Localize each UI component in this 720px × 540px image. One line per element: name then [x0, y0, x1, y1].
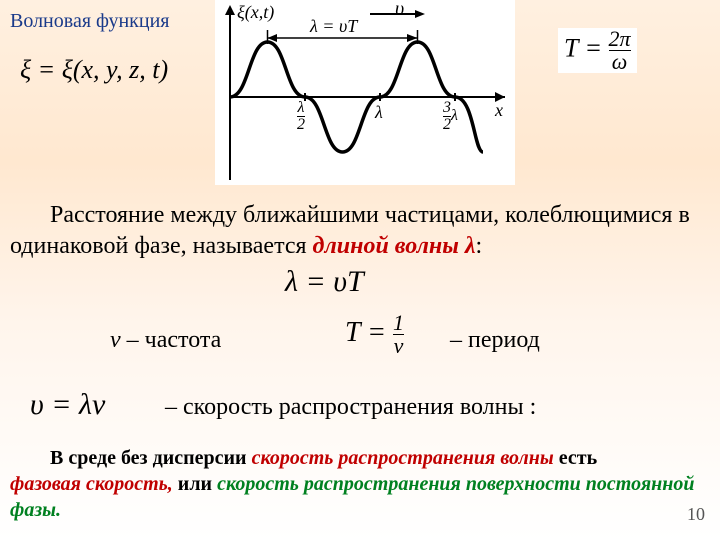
- period-inline-formula: T = 1 ν: [345, 312, 404, 357]
- tick-3lambda-half: 32λ: [443, 100, 458, 133]
- tick-lambda-half: λ2: [297, 100, 305, 133]
- y-axis-arrow: [225, 5, 235, 15]
- wave-function-formula: ξ = ξ(x, y, z, t): [20, 55, 168, 85]
- page-number: 10: [687, 504, 705, 525]
- lambda-formula: λ = υT: [285, 265, 364, 299]
- final-1c: есть: [554, 447, 597, 469]
- tick-lambda: λ: [375, 102, 383, 123]
- final-paragraph: В среде без дисперсии скорость распростр…: [10, 445, 715, 523]
- lambda-span-label: λ = υT: [310, 16, 357, 37]
- period-inline-den: ν: [393, 334, 404, 357]
- final-2b: или: [178, 473, 217, 495]
- period-formula-right: T = 2π ω: [558, 28, 637, 73]
- nu-symbol: ν: [110, 327, 121, 353]
- velocity-formula: υ = λν: [30, 388, 105, 422]
- period-lhs: T =: [564, 33, 602, 62]
- y-axis-label: ξ(x,t): [237, 2, 274, 23]
- period-inline-num: 1: [393, 312, 404, 334]
- velocity-desc: – скорость распространения волны :: [165, 392, 536, 423]
- page-title: Волновая функция: [10, 10, 170, 33]
- freq-desc: – частота: [121, 327, 222, 353]
- definition-paragraph: Расстояние между ближайшими частицами, к…: [10, 200, 710, 262]
- xi-symbol: ξ: [20, 55, 31, 84]
- period-inline-lhs: T =: [345, 317, 386, 348]
- frequency-line: ν – частота: [110, 325, 221, 356]
- final-1a: В среде без дисперсии: [50, 447, 252, 469]
- x-axis-label: x: [495, 100, 503, 121]
- wavelength-term: длиной волны λ: [313, 233, 476, 259]
- wave-diagram: ξ(x,t) υ→ λ = υT x λ2 λ 32λ: [215, 0, 515, 185]
- xi-args: ξ(x, y, z, t): [62, 55, 168, 84]
- period-desc: – период: [450, 325, 540, 356]
- period-num: 2π: [609, 28, 631, 50]
- period-den: ω: [609, 50, 631, 73]
- final-2a: фазовая скорость,: [10, 473, 178, 495]
- final-1b: скорость распространения волны: [252, 447, 554, 469]
